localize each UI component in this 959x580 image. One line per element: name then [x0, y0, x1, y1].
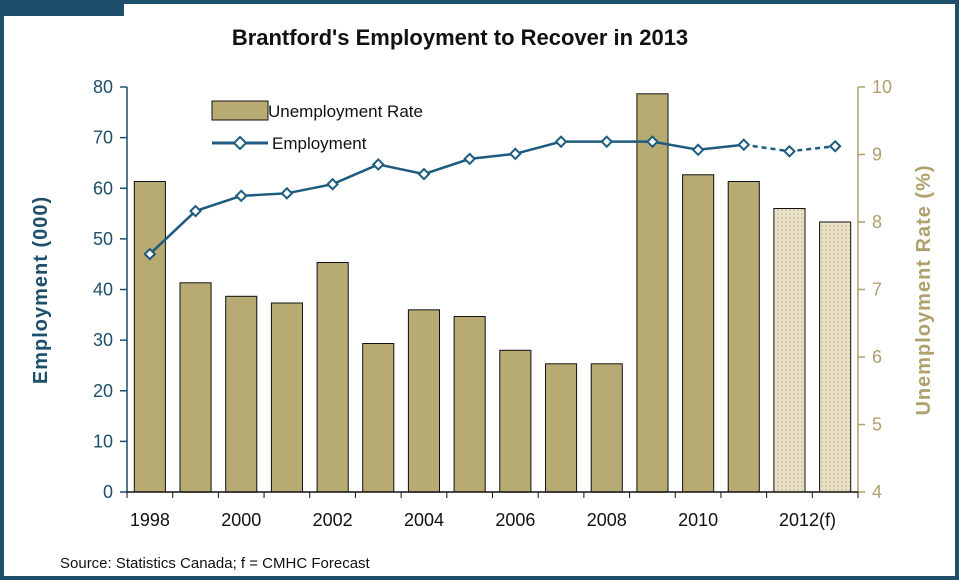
y-left-tick-label: 60: [93, 178, 113, 198]
legend-bar-swatch: [211, 100, 269, 121]
employment-point-2003: [371, 158, 385, 171]
x-tick-label: 2010: [678, 510, 718, 530]
employment-point-1998: [143, 247, 157, 261]
y-left-tick-label: 10: [93, 431, 113, 451]
employment-point-2008: [600, 135, 614, 149]
employment-point-2005: [463, 152, 477, 166]
bar-2001: [270, 302, 303, 493]
employment-point-2013: [828, 139, 842, 153]
y-left-tick-label: 50: [93, 229, 113, 249]
x-tick-label: 2006: [495, 510, 535, 530]
bar-2004: [407, 309, 440, 493]
bar-2003: [362, 343, 395, 493]
employment-point-2007: [554, 135, 568, 149]
bar-2011: [727, 181, 760, 493]
y-right-tick-label: 7: [872, 280, 882, 300]
y-right-axis-title: Unemployment Rate (%): [913, 164, 935, 415]
x-tick-label: 2002: [313, 510, 353, 530]
y-left-axis-title: Employment (000): [30, 196, 52, 384]
y-left-tick-label: 20: [93, 381, 113, 401]
employment-line: [148, 140, 744, 255]
employment-point-2004: [417, 167, 431, 181]
employment-point-2001: [280, 186, 294, 200]
bars-layer: [133, 93, 852, 493]
line-layer: [143, 135, 842, 261]
employment-point-2002: [326, 177, 340, 191]
y-left-tick-label: 30: [93, 330, 113, 350]
y-right-tick-label: 10: [872, 77, 892, 97]
bar-2009: [636, 93, 669, 493]
bar-1999: [179, 282, 212, 493]
x-tick-label: 2004: [404, 510, 444, 530]
bar-2000: [225, 295, 258, 493]
bar-2005: [453, 316, 486, 493]
legend-label-unemployment: Unemployment Rate: [268, 102, 423, 121]
x-tick-label: 2000: [221, 510, 261, 530]
y-left-tick-label: 0: [103, 482, 113, 502]
y-left-tick-label: 70: [93, 128, 113, 148]
employment-point-2012: [783, 144, 796, 158]
employment-point-2010: [691, 143, 705, 157]
y-right-tick-label: 4: [872, 482, 882, 502]
bar-1998: [133, 181, 166, 493]
bar-2008: [590, 363, 623, 493]
x-tick-label: 2008: [587, 510, 627, 530]
x-tick-label: 1998: [130, 510, 170, 530]
y-left-tick-label: 80: [93, 77, 113, 97]
y-right-tick-label: 6: [872, 347, 882, 367]
employment-point-2000: [234, 189, 248, 203]
y-right-tick-label: 5: [872, 415, 882, 435]
bar-2006: [499, 349, 532, 493]
corner-tab: [4, 4, 124, 16]
y-right-tick-label: 9: [872, 145, 882, 165]
legend-label-employment: Employment: [272, 134, 367, 153]
x-tick-label: 2012(f): [779, 510, 836, 530]
bar-2013: [819, 221, 852, 493]
employment-point-2009: [645, 135, 659, 149]
y-right-tick-label: 8: [872, 212, 882, 232]
legend-marker-icon: [232, 135, 248, 151]
chart-title: Brantford's Employment to Recover in 201…: [232, 25, 688, 50]
legend: Unemployment Rate Employment: [211, 100, 423, 153]
axes-layer: 0 10 20 30 40 50 60 70 80 4 5 6 7 8 9 10 1998 2000 2002 200…: [93, 77, 892, 530]
employment-point-2006: [508, 147, 522, 161]
y-left-tick-label: 40: [93, 280, 113, 300]
bar-2010: [682, 174, 715, 493]
bar-2012: [773, 208, 806, 493]
source-note: Source: Statistics Canada; f = CMHC Fore…: [60, 555, 371, 572]
bar-2002: [316, 262, 349, 493]
bar-2007: [545, 363, 578, 493]
employment-point-1999: [189, 204, 202, 218]
employment-point-2011: [737, 138, 751, 152]
